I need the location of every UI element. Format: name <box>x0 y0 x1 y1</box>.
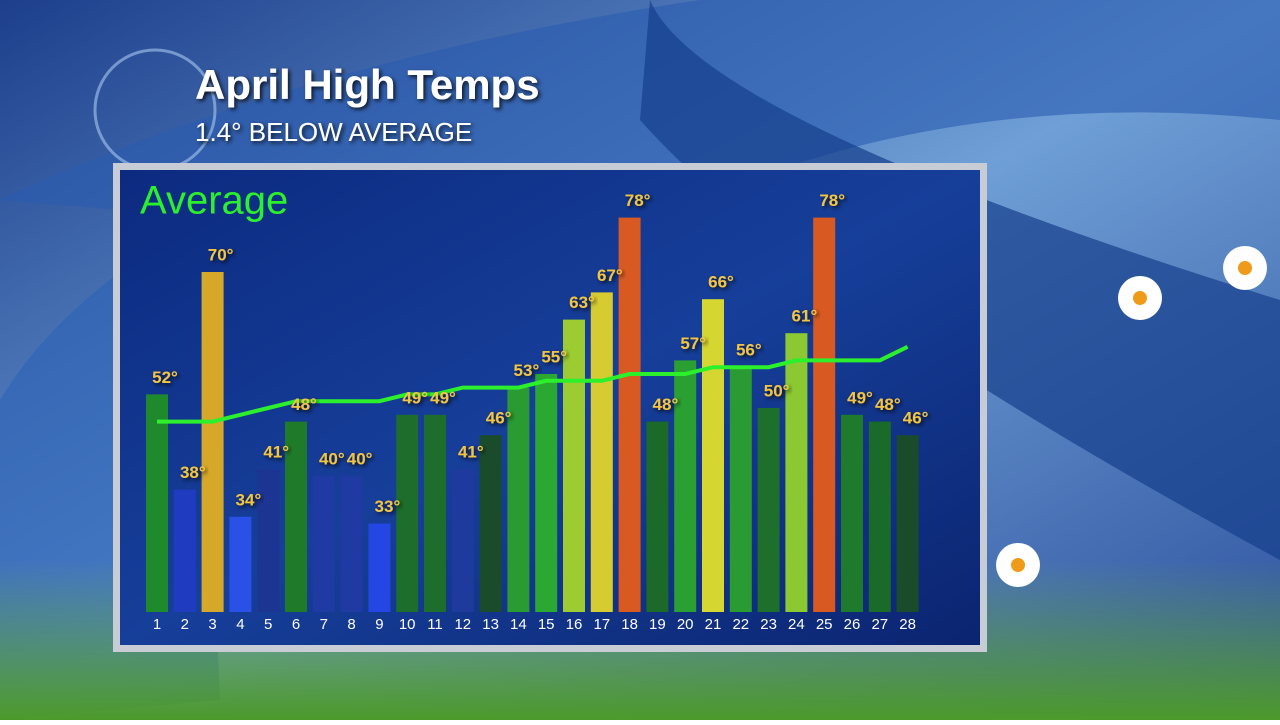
value-label: 52° <box>152 368 178 387</box>
bar <box>424 414 446 612</box>
bar <box>257 469 280 612</box>
bar <box>312 476 335 612</box>
value-label: 67° <box>597 266 623 285</box>
bar <box>757 408 780 612</box>
bar <box>340 476 363 612</box>
value-label: 46° <box>903 409 929 428</box>
value-label: 49° <box>402 388 428 407</box>
value-label: 78° <box>819 191 845 210</box>
x-tick-label: 23 <box>760 616 777 633</box>
value-label: 34° <box>236 490 262 509</box>
value-label: 78° <box>625 191 651 210</box>
bar <box>396 414 419 612</box>
x-tick-label: 18 <box>621 616 638 633</box>
average-line <box>157 345 909 424</box>
value-label: 48° <box>291 395 317 414</box>
x-tick-label: 13 <box>482 616 499 633</box>
x-tick-label: 16 <box>566 616 583 633</box>
value-label: 40° <box>347 449 373 468</box>
x-tick-label: 9 <box>375 616 383 633</box>
chart-subtitle: 1.4° BELOW AVERAGE <box>195 117 472 147</box>
x-tick-label: 11 <box>427 616 443 633</box>
chart-title: April High Temps <box>195 61 540 108</box>
value-label: 61° <box>792 307 818 326</box>
x-tick-label: 20 <box>677 616 694 633</box>
value-label: 55° <box>541 347 567 366</box>
x-tick-label: 12 <box>454 616 471 633</box>
bar <box>729 367 752 612</box>
bar <box>702 299 724 612</box>
bar <box>646 421 669 612</box>
x-tick-label: 15 <box>538 616 555 633</box>
value-label: 41° <box>263 443 289 462</box>
bar <box>368 523 391 612</box>
value-label: 41° <box>458 443 484 462</box>
value-label: 56° <box>736 341 762 360</box>
bar <box>841 414 863 612</box>
x-tick-label: 8 <box>347 616 355 633</box>
x-tick-label: 28 <box>899 616 916 633</box>
bar <box>451 469 474 612</box>
plot: 1 2 3 4 5 6 7 8 9 10 11 12 13 14 15 16 17 18 19 20 21 22 23 24 2… <box>146 191 929 633</box>
value-label: 70° <box>208 245 234 264</box>
value-label: 48° <box>653 395 679 414</box>
bar <box>229 516 252 612</box>
value-label: 38° <box>180 463 206 482</box>
x-tick-label: 22 <box>732 616 749 633</box>
bar <box>479 435 502 612</box>
bar <box>868 421 891 612</box>
value-label: 66° <box>708 273 734 292</box>
x-tick-label: 26 <box>844 616 861 633</box>
x-tick-label: 17 <box>593 616 610 633</box>
x-tick-label: 7 <box>320 616 328 633</box>
value-label: 53° <box>514 361 540 380</box>
value-label: 40° <box>319 449 345 468</box>
value-label: 49° <box>430 388 456 407</box>
bar <box>285 421 307 612</box>
x-tick-label: 5 <box>264 616 272 633</box>
x-tick-label: 1 <box>153 616 161 633</box>
bar <box>674 360 697 612</box>
bar <box>146 394 168 612</box>
bar <box>813 217 836 612</box>
bar <box>507 387 530 612</box>
x-tick-label: 2 <box>181 616 189 633</box>
x-tick-label: 25 <box>816 616 833 633</box>
x-tick-label: 14 <box>510 616 527 633</box>
bar <box>590 292 613 612</box>
x-tick-label: 19 <box>649 616 666 633</box>
value-label: 33° <box>375 497 401 516</box>
bar <box>563 319 585 612</box>
x-tick-label: 6 <box>292 616 300 633</box>
bar <box>201 272 224 612</box>
bar <box>618 217 641 612</box>
x-tick-label: 3 <box>208 616 216 633</box>
bar <box>785 333 808 612</box>
flower-center <box>1011 558 1025 572</box>
bar <box>535 374 558 612</box>
bar <box>173 489 196 612</box>
x-tick-label: 21 <box>705 616 722 633</box>
value-label: 63° <box>569 293 595 312</box>
value-label: 50° <box>764 381 790 400</box>
flower-center <box>1133 291 1147 305</box>
legend-label: Average <box>140 179 288 223</box>
x-tick-label: 24 <box>788 616 805 633</box>
x-tick-label: 27 <box>871 616 888 633</box>
value-label: 48° <box>875 395 901 414</box>
value-label: 49° <box>847 388 873 407</box>
x-tick-label: 4 <box>236 616 244 633</box>
flower-center <box>1238 261 1252 275</box>
value-label: 57° <box>680 334 706 353</box>
x-tick-label: 10 <box>399 616 416 633</box>
bar <box>896 435 919 612</box>
value-label: 46° <box>486 409 512 428</box>
